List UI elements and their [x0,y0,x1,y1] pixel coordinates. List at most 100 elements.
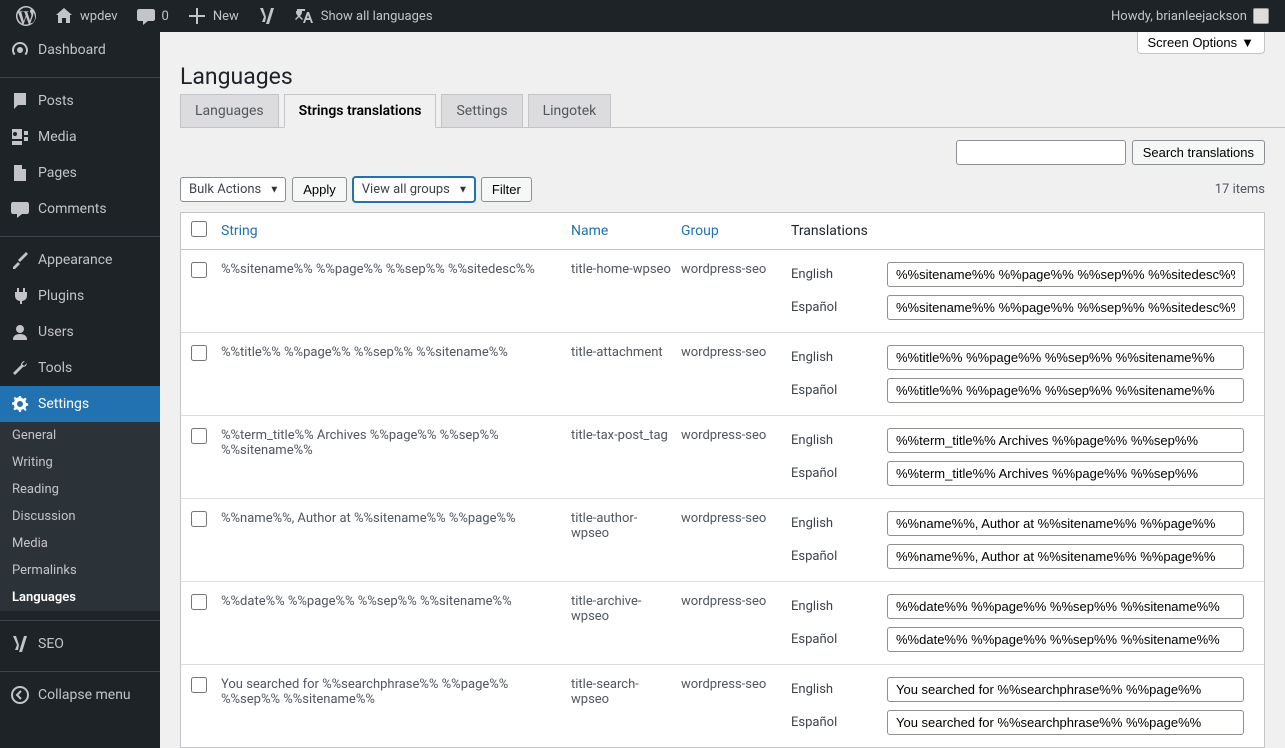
menu-media[interactable]: Media [0,119,160,155]
menu-tools[interactable]: Tools [0,350,160,386]
menu-comments[interactable]: Comments [0,191,160,227]
translation-language-label: Español [791,715,871,730]
submenu-languages[interactable]: Languages [0,584,160,611]
my-account-link[interactable]: Howdy, brianleejackson [1103,0,1277,32]
caret-down-icon: ▼ [458,184,468,195]
name-cell: title-author-wpseo [571,511,681,541]
comments-link[interactable]: 0 [128,0,177,32]
table-row: %%term_title%% Archives %%page%% %%sep%%… [181,416,1264,499]
string-cell: %%term_title%% Archives %%page%% %%sep%%… [221,428,571,458]
menu-appearance[interactable]: Appearance [0,242,160,278]
group-cell: wordpress-seo [681,345,791,360]
menu-dashboard[interactable]: Dashboard [0,32,160,68]
wp-logo[interactable] [8,0,44,32]
translation-input[interactable] [887,511,1244,536]
pages-icon [10,163,30,183]
translation-language-label: Español [791,466,871,481]
row-checkbox[interactable] [191,262,207,278]
screen-options-button[interactable]: Screen Options ▼ [1137,32,1265,54]
bulk-actions-select[interactable]: Bulk Actions ▼ [180,177,286,202]
translation-input[interactable] [887,544,1244,569]
translation-language-label: English [791,267,871,282]
translation-input[interactable] [887,295,1244,320]
show-all-languages-link[interactable]: Show all languages [287,0,441,32]
menu-posts[interactable]: Posts [0,83,160,119]
row-checkbox[interactable] [191,428,207,444]
show-all-languages-label: Show all languages [321,9,433,24]
translation-input[interactable] [887,677,1244,702]
apply-button[interactable]: Apply [292,177,347,202]
new-content-link[interactable]: New [179,0,247,32]
submenu-media[interactable]: Media [0,530,160,557]
name-cell: title-archive-wpseo [571,594,681,624]
translation-language-label: English [791,682,871,697]
translation-input[interactable] [887,345,1244,370]
row-checkbox[interactable] [191,677,207,693]
translation-language-label: English [791,599,871,614]
column-translations: Translations [791,223,1254,239]
translation-input[interactable] [887,428,1244,453]
group-cell: wordpress-seo [681,511,791,526]
translation-input[interactable] [887,461,1244,486]
table-row: %%name%%, Author at %%sitename%% %%page%… [181,499,1264,582]
settings-submenu: General Writing Reading Discussion Media… [0,422,160,611]
plugins-icon [10,286,30,306]
yoast-link[interactable] [249,0,285,32]
translation-input[interactable] [887,710,1244,735]
submenu-discussion[interactable]: Discussion [0,503,160,530]
submenu-permalinks[interactable]: Permalinks [0,557,160,584]
main-content: Screen Options ▼ Languages Languages Str… [160,32,1285,748]
view-groups-select[interactable]: View all groups ▼ [353,177,475,202]
menu-plugins[interactable]: Plugins [0,278,160,314]
collapse-icon [10,685,30,705]
caret-down-icon: ▼ [1241,35,1254,50]
media-icon [10,127,30,147]
group-cell: wordpress-seo [681,677,791,692]
group-cell: wordpress-seo [681,262,791,277]
row-checkbox[interactable] [191,511,207,527]
tab-strings-translations[interactable]: Strings translations [284,94,437,128]
submenu-writing[interactable]: Writing [0,449,160,476]
admin-sidebar: Dashboard Posts Media Pages Comments App… [0,32,160,748]
home-icon [54,6,74,26]
table-header: String Name Group Translations [181,213,1264,250]
menu-collapse[interactable]: Collapse menu [0,677,160,713]
tab-languages[interactable]: Languages [180,94,279,128]
column-group[interactable]: Group [681,223,791,239]
name-cell: title-tax-post_tag [571,428,681,443]
search-input[interactable] [956,140,1126,165]
tab-lingotek[interactable]: Lingotek [528,94,612,128]
menu-seo[interactable]: SEO [0,626,160,662]
filter-button[interactable]: Filter [481,177,532,202]
column-string[interactable]: String [221,223,571,239]
plus-icon [187,6,207,26]
submenu-reading[interactable]: Reading [0,476,160,503]
caret-down-icon: ▼ [269,184,279,195]
translation-input[interactable] [887,594,1244,619]
translation-input[interactable] [887,262,1244,287]
translation-input[interactable] [887,627,1244,652]
table-row: %%sitename%% %%page%% %%sep%% %%sitedesc… [181,250,1264,333]
row-checkbox[interactable] [191,345,207,361]
select-all-checkbox[interactable] [191,221,207,237]
translations-cell: English Español [791,262,1254,320]
avatar [1253,8,1269,24]
group-cell: wordpress-seo [681,428,791,443]
menu-pages[interactable]: Pages [0,155,160,191]
menu-users[interactable]: Users [0,314,160,350]
wordpress-icon [16,6,36,26]
translation-language-label: English [791,433,871,448]
translation-language-label: Español [791,632,871,647]
tab-settings[interactable]: Settings [441,94,522,128]
translation-input[interactable] [887,378,1244,403]
appearance-icon [10,250,30,270]
column-name[interactable]: Name [571,223,681,239]
search-translations-button[interactable]: Search translations [1132,140,1265,165]
translation-language-label: Español [791,383,871,398]
submenu-general[interactable]: General [0,422,160,449]
menu-settings[interactable]: Settings [0,386,160,422]
row-checkbox[interactable] [191,594,207,610]
site-name-link[interactable]: wpdev [46,0,126,32]
admin-bar: wpdev 0 New Show all languages Howdy, br… [0,0,1285,32]
translations-cell: English Español [791,511,1254,569]
